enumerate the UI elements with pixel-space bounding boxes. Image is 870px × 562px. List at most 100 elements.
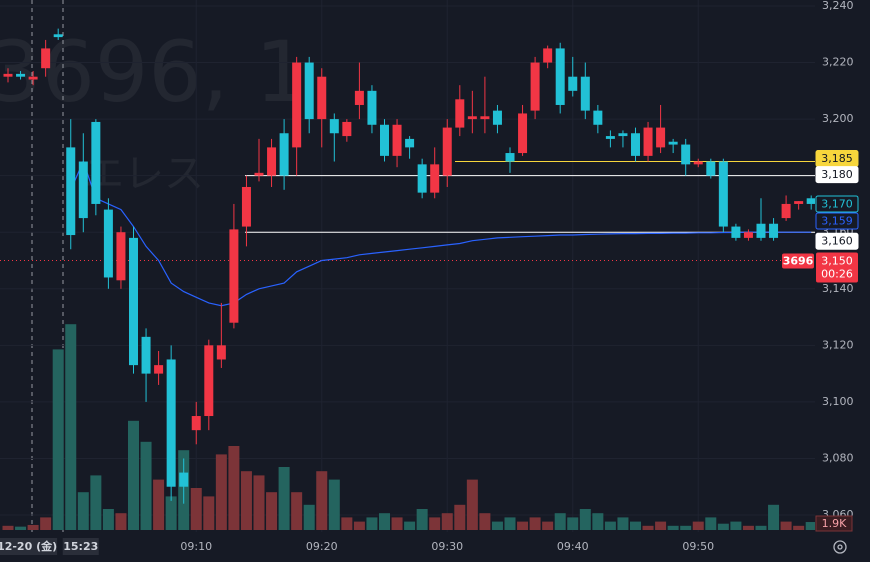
volume-bar: [303, 504, 315, 530]
price-label-bg: [815, 232, 859, 250]
volume-bar: [604, 521, 616, 530]
candle-body: [241, 186, 251, 227]
volume-bar: [793, 525, 805, 530]
symbol-label: 3696: [783, 255, 814, 268]
candle-body: [329, 119, 339, 134]
candle-body: [631, 133, 640, 156]
volume-bar: [416, 509, 428, 530]
volume-bar: [102, 509, 114, 530]
volume-bar: [655, 521, 667, 530]
candle-body: [354, 90, 364, 105]
settings-ring[interactable]: [833, 540, 847, 554]
volume-bar: [504, 517, 516, 530]
volume-bar: [52, 349, 64, 530]
volume-bar: [429, 517, 441, 530]
y-tick-label: 3,240: [822, 0, 854, 12]
candle-body: [154, 365, 164, 374]
crosshair-label-bg: [0, 538, 58, 555]
volume-bar: [466, 479, 478, 530]
volume-bar: [755, 525, 767, 530]
candle-body: [731, 226, 741, 238]
candle-body: [430, 164, 440, 193]
volume-bar: [366, 517, 378, 530]
volume-bar: [90, 475, 102, 530]
volume-bar: [379, 513, 390, 530]
settings-icon[interactable]: [833, 540, 847, 554]
candle-body: [643, 127, 653, 156]
x-tick-label: 09:50: [682, 540, 714, 553]
y-tick-label: 3,140: [822, 282, 854, 295]
candle-body: [417, 164, 427, 193]
candle-body: [216, 345, 226, 360]
candle-body: [166, 359, 176, 487]
candle-body: [480, 116, 490, 120]
candle-body: [3, 73, 13, 77]
volume-bar: [27, 524, 39, 530]
volume-bar: [115, 513, 127, 530]
candle-body: [342, 121, 352, 137]
volume-bar: [642, 525, 654, 530]
candle-body: [141, 336, 151, 374]
volume-bar: [579, 509, 591, 530]
volume-bar: [328, 479, 340, 530]
last-price-bg: [816, 252, 858, 283]
candle-body: [806, 198, 815, 204]
candle-body: [229, 229, 239, 323]
candle-body: [191, 416, 201, 431]
x-tick-label: 09:30: [431, 540, 463, 553]
volume-bar: [529, 517, 541, 530]
volume-bar: [730, 521, 742, 530]
candle-body: [656, 127, 666, 148]
volume-bar: [266, 492, 278, 530]
symbol-label-bg: [782, 253, 814, 269]
volume-bar: [805, 522, 815, 530]
volume-bar: [617, 517, 629, 530]
volume-bar: [692, 521, 704, 530]
volume-bar: [140, 441, 152, 530]
price-label: 3,160: [821, 235, 853, 248]
candle-body: [781, 203, 791, 219]
volume-bar: [592, 513, 604, 530]
candle-body: [304, 62, 314, 120]
volume-bar: [517, 521, 529, 530]
y-tick-label: 3,080: [822, 451, 854, 464]
last-price-label: 3,150: [821, 255, 853, 268]
volume-bar: [203, 496, 215, 530]
volume-bar: [291, 492, 303, 530]
volume-bar: [479, 513, 491, 530]
volume-bar: [454, 504, 466, 530]
y-tick-label: 3,120: [822, 338, 854, 351]
price-label-bg: [815, 195, 859, 213]
volume-label: 1.9K: [822, 517, 847, 530]
candle-body: [681, 144, 691, 165]
x-tick-label: 09:40: [557, 540, 589, 553]
candle-body: [580, 76, 590, 111]
candle-body: [467, 116, 477, 120]
volume-bar: [404, 521, 416, 530]
x-tick-label: 15:23: [63, 540, 98, 553]
candle-body: [518, 113, 528, 154]
candle-body: [668, 141, 678, 145]
volume-bar: [190, 488, 202, 530]
candle-body: [756, 223, 766, 238]
y-tick-label: 3,100: [822, 395, 854, 408]
volume-bar: [391, 517, 403, 530]
candle-body: [593, 110, 603, 125]
settings-core[interactable]: [837, 544, 843, 550]
candle-body: [455, 99, 465, 128]
y-tick-label: 3,200: [822, 112, 854, 125]
volume-bar: [353, 521, 365, 530]
candle-body: [693, 161, 703, 165]
price-label: 3,185: [821, 152, 853, 165]
volume-bar: [215, 454, 227, 530]
volume-bar: [542, 521, 554, 530]
volume-bar: [65, 324, 77, 530]
candle-body: [292, 62, 302, 148]
volume-bar: [77, 492, 89, 530]
watermark: 3696, 1: [0, 23, 309, 121]
candle-body: [568, 76, 578, 91]
candle-body: [555, 48, 565, 105]
candle-body: [16, 73, 26, 77]
candle-body: [66, 147, 76, 236]
